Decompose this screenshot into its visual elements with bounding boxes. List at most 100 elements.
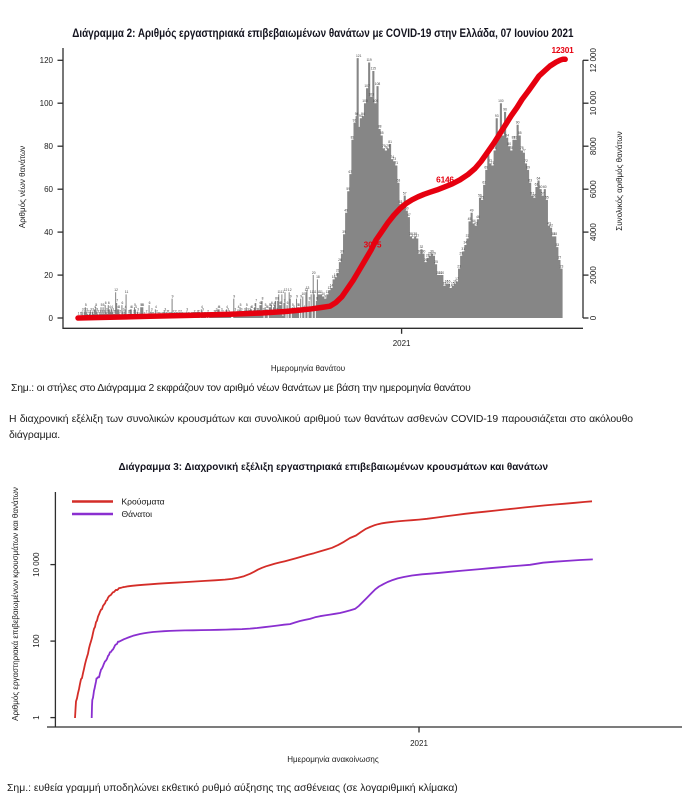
svg-text:2: 2 — [198, 309, 200, 313]
svg-text:62: 62 — [482, 181, 486, 185]
svg-text:5: 5 — [254, 303, 256, 307]
svg-text:2: 2 — [197, 309, 199, 313]
svg-text:5: 5 — [101, 303, 103, 307]
svg-text:Αριθμός εργαστηριακά επιβεβαιω: Αριθμός εργαστηριακά επιβεβαιωμένων κρου… — [11, 487, 20, 721]
svg-text:57: 57 — [403, 191, 407, 195]
svg-text:5: 5 — [85, 303, 87, 307]
svg-text:4: 4 — [218, 305, 220, 309]
svg-text:17: 17 — [455, 277, 459, 281]
svg-text:57: 57 — [530, 191, 534, 195]
svg-text:18: 18 — [332, 275, 336, 279]
svg-text:8: 8 — [277, 297, 279, 301]
svg-text:3: 3 — [253, 307, 255, 311]
svg-text:6: 6 — [271, 301, 273, 305]
svg-text:4: 4 — [130, 305, 132, 309]
svg-text:2: 2 — [100, 309, 102, 313]
svg-text:4000: 4000 — [589, 223, 598, 241]
svg-text:31: 31 — [461, 247, 465, 251]
svg-text:12301: 12301 — [551, 45, 574, 55]
svg-text:6146: 6146 — [436, 175, 454, 185]
svg-text:2: 2 — [97, 309, 99, 313]
svg-text:3: 3 — [244, 307, 246, 311]
svg-text:2: 2 — [87, 309, 89, 313]
svg-text:78: 78 — [493, 146, 497, 150]
svg-text:78: 78 — [509, 146, 513, 150]
svg-text:5: 5 — [273, 303, 275, 307]
svg-text:61: 61 — [535, 183, 539, 187]
svg-text:2: 2 — [119, 309, 121, 313]
svg-text:40: 40 — [44, 228, 53, 237]
svg-text:0: 0 — [589, 315, 598, 320]
svg-text:7: 7 — [284, 299, 286, 303]
svg-text:2: 2 — [222, 309, 224, 313]
svg-text:2: 2 — [225, 309, 227, 313]
svg-text:2: 2 — [128, 309, 130, 313]
svg-text:100: 100 — [32, 634, 41, 648]
svg-text:5: 5 — [95, 303, 97, 307]
svg-text:3: 3 — [257, 307, 259, 311]
svg-text:5: 5 — [141, 303, 143, 307]
svg-text:5: 5 — [297, 303, 299, 307]
svg-text:74: 74 — [390, 155, 394, 159]
svg-text:33: 33 — [555, 243, 559, 247]
svg-text:28: 28 — [426, 254, 430, 258]
svg-text:27: 27 — [558, 256, 562, 260]
svg-text:11: 11 — [125, 290, 129, 294]
svg-text:1: 1 — [124, 312, 126, 316]
svg-text:83: 83 — [351, 136, 355, 140]
svg-text:3: 3 — [137, 307, 139, 311]
svg-text:55: 55 — [480, 196, 484, 200]
svg-text:2021: 2021 — [410, 739, 428, 748]
svg-text:115: 115 — [371, 67, 376, 71]
svg-text:8: 8 — [309, 297, 311, 301]
svg-text:11: 11 — [281, 290, 285, 294]
svg-text:108: 108 — [375, 82, 381, 86]
svg-text:55: 55 — [545, 196, 549, 200]
svg-text:11: 11 — [310, 290, 314, 294]
svg-text:3: 3 — [90, 307, 92, 311]
svg-text:43: 43 — [547, 221, 551, 225]
svg-text:60: 60 — [539, 185, 543, 189]
svg-text:4: 4 — [118, 305, 120, 309]
svg-text:11: 11 — [277, 290, 281, 294]
svg-text:Ημερομηνία θανάτου: Ημερομηνία θανάτου — [271, 364, 345, 373]
svg-text:2: 2 — [107, 309, 109, 313]
svg-text:13: 13 — [306, 286, 310, 290]
svg-text:8: 8 — [262, 297, 264, 301]
svg-text:16: 16 — [445, 279, 449, 283]
svg-text:2: 2 — [175, 309, 177, 313]
svg-text:56: 56 — [478, 193, 482, 197]
svg-text:2000: 2000 — [589, 266, 598, 284]
svg-text:9: 9 — [300, 294, 302, 298]
svg-text:94: 94 — [355, 112, 359, 116]
svg-text:85: 85 — [380, 131, 384, 135]
svg-text:100: 100 — [362, 99, 368, 103]
svg-text:2: 2 — [104, 309, 106, 313]
svg-text:10: 10 — [301, 292, 305, 296]
svg-text:38: 38 — [551, 232, 555, 236]
svg-text:3: 3 — [256, 307, 258, 311]
svg-text:85: 85 — [518, 131, 522, 135]
svg-text:5: 5 — [246, 303, 248, 307]
svg-text:3: 3 — [164, 307, 166, 311]
svg-text:121: 121 — [356, 54, 362, 58]
svg-text:5: 5 — [270, 303, 272, 307]
svg-text:2: 2 — [146, 309, 148, 313]
svg-text:14: 14 — [449, 284, 453, 288]
svg-text:4: 4 — [201, 305, 203, 309]
svg-text:4: 4 — [250, 305, 252, 309]
svg-text:79: 79 — [386, 144, 390, 148]
svg-text:38: 38 — [409, 232, 413, 236]
svg-text:4: 4 — [251, 305, 253, 309]
svg-text:25: 25 — [434, 260, 438, 264]
svg-text:5: 5 — [269, 303, 271, 307]
svg-text:3: 3 — [84, 307, 86, 311]
svg-text:16: 16 — [447, 279, 451, 283]
svg-text:72: 72 — [524, 159, 528, 163]
svg-text:67: 67 — [348, 170, 352, 174]
svg-text:7: 7 — [255, 299, 257, 303]
svg-text:3: 3 — [110, 307, 112, 311]
svg-text:45: 45 — [468, 217, 472, 221]
svg-text:60: 60 — [543, 185, 547, 189]
svg-text:3: 3 — [92, 307, 94, 311]
